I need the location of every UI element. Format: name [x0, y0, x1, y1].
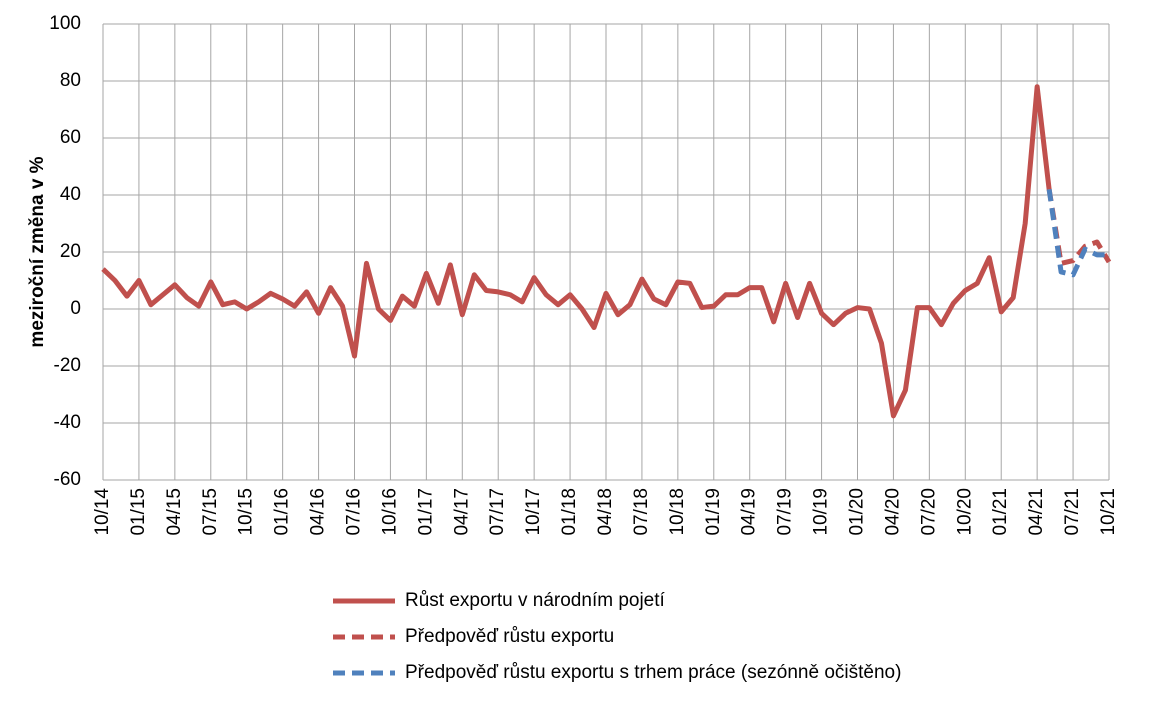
y-tick-label: -60 [54, 469, 81, 490]
legend-label: Předpověď růstu exportu s trhem práce (s… [405, 662, 901, 683]
x-tick-label: 07/19 [775, 488, 796, 536]
x-tick-label: 10/14 [92, 488, 113, 536]
y-tick-label: 80 [60, 70, 81, 91]
x-tick-label: 10/20 [954, 488, 975, 536]
x-tick-label: 07/15 [200, 488, 221, 536]
x-tick-label: 10/17 [523, 488, 544, 536]
x-tick-label: 04/21 [1026, 488, 1047, 536]
y-tick-label: 40 [60, 184, 81, 205]
x-tick-label: 07/17 [487, 488, 508, 536]
x-tick-label: 10/18 [667, 488, 688, 536]
x-tick-label: 07/16 [344, 488, 365, 536]
x-tick-label: 07/18 [631, 488, 652, 536]
legend-label: Předpověď růstu exportu [405, 626, 614, 647]
x-tick-label: 04/15 [164, 488, 185, 536]
x-tick-label: 01/15 [128, 488, 149, 536]
y-tick-label: 0 [70, 298, 81, 319]
x-tick-label: 04/18 [595, 488, 616, 536]
legend-label: Růst exportu v národním pojetí [405, 590, 666, 611]
y-tick-label: -40 [54, 412, 81, 433]
x-tick-label: 10/21 [1098, 488, 1119, 536]
y-tick-label: 20 [60, 241, 81, 262]
y-axis-title: meziroční změna v % [27, 156, 48, 347]
x-tick-label: 04/19 [739, 488, 760, 536]
series-line [101, 84, 1052, 419]
x-tick-label: 10/16 [379, 488, 400, 536]
y-tick-label: 60 [60, 127, 81, 148]
x-tick-label: 04/20 [882, 488, 903, 536]
series-line [1046, 188, 1109, 278]
x-tick-label: 01/17 [415, 488, 436, 536]
y-tick-label: -20 [54, 355, 81, 376]
x-tick-label: 01/16 [272, 488, 293, 536]
x-tick-label: 04/17 [451, 488, 472, 536]
x-tick-label: 10/19 [811, 488, 832, 536]
x-tick-label: 01/18 [559, 488, 580, 536]
x-tick-label: 01/19 [703, 488, 724, 536]
x-tick-label: 07/20 [918, 488, 939, 536]
y-tick-label: 100 [49, 13, 81, 34]
x-tick-label: 10/15 [236, 488, 257, 536]
x-tick-label: 04/16 [308, 488, 329, 536]
x-tick-label: 01/21 [990, 488, 1011, 536]
x-tick-label: 01/20 [847, 488, 868, 536]
x-tick-label: 07/21 [1062, 488, 1083, 536]
